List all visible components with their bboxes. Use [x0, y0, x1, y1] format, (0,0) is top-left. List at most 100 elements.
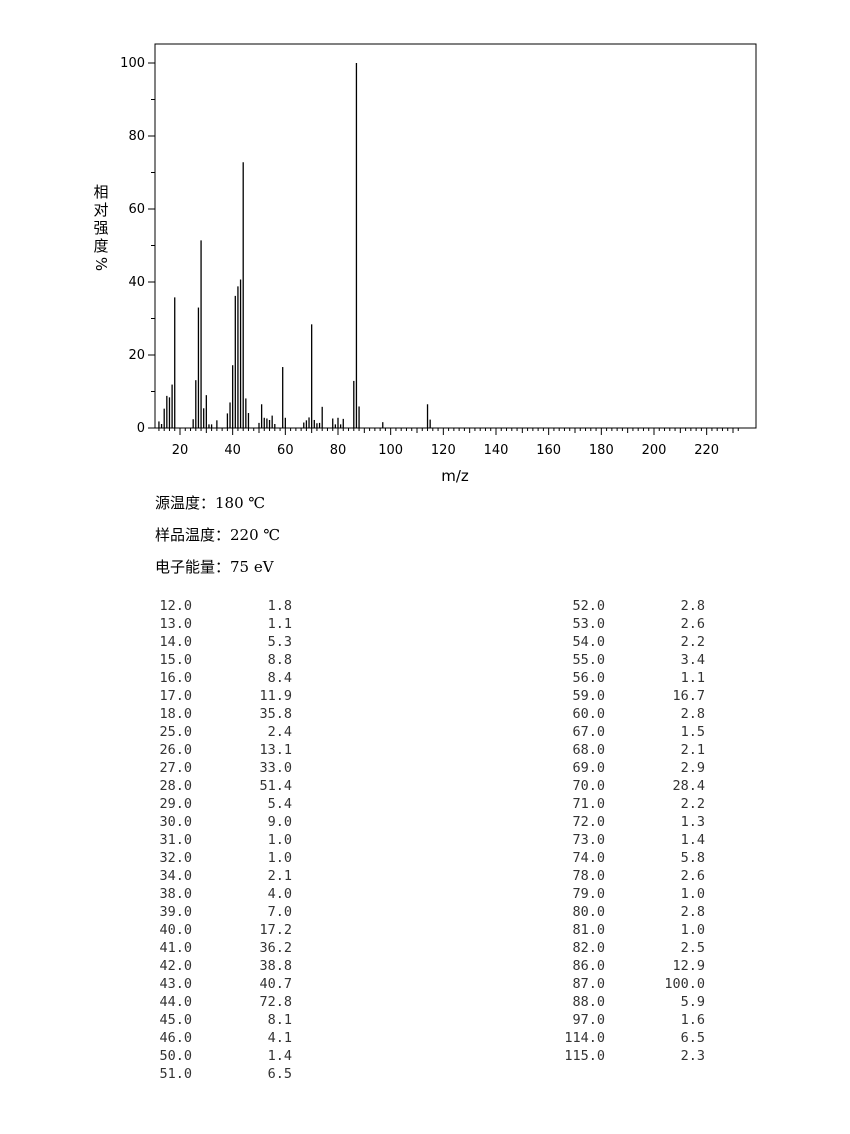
peak-intensity: 8.8	[267, 652, 292, 668]
peak-mz: 13.0	[159, 616, 192, 632]
peak-intensity: 33.0	[259, 760, 292, 776]
peak-row: 17.0 11.9	[140, 687, 292, 705]
peak-row: 44.0 72.8	[140, 993, 292, 1011]
peak-row: 115.0 2.3	[553, 1047, 705, 1065]
peak-mz: 29.0	[159, 796, 192, 812]
peak-mz: 69.0	[572, 760, 605, 776]
y-axis-label-char: 强	[93, 219, 108, 237]
peak-mz: 78.0	[572, 868, 605, 884]
peak-intensity: 9.0	[267, 814, 292, 830]
peak-row: 27.0 33.0	[140, 759, 292, 777]
peak-row: 12.0 1.8	[140, 597, 292, 615]
peak-intensity: 4.0	[267, 886, 292, 902]
peak-intensity: 2.8	[680, 904, 705, 920]
peak-row: 86.0 12.9	[553, 957, 705, 975]
peak-mz: 59.0	[572, 688, 605, 704]
peak-mz: 31.0	[159, 832, 192, 848]
y-tick-label: 80	[128, 129, 145, 144]
peak-mz: 72.0	[572, 814, 605, 830]
peak-intensity: 1.1	[267, 616, 292, 632]
peak-row: 72.0 1.3	[553, 813, 705, 831]
peak-row: 71.0 2.2	[553, 795, 705, 813]
peak-row: 97.0 1.6	[553, 1011, 705, 1029]
y-tick-label: 40	[128, 275, 145, 290]
peak-intensity: 2.1	[680, 742, 705, 758]
y-axis-label-char: %	[92, 257, 110, 271]
peak-mz: 79.0	[572, 886, 605, 902]
peak-intensity: 51.4	[259, 778, 292, 794]
peak-row: 50.0 1.4	[140, 1047, 292, 1065]
peak-intensity: 6.5	[680, 1030, 705, 1046]
peak-mz: 71.0	[572, 796, 605, 812]
peak-intensity: 1.1	[680, 670, 705, 686]
peak-intensity: 1.3	[680, 814, 705, 830]
peak-mz: 26.0	[159, 742, 192, 758]
peak-intensity: 1.0	[680, 886, 705, 902]
peak-mz: 86.0	[572, 958, 605, 974]
peak-intensity: 11.9	[259, 688, 292, 704]
peak-row: 43.0 40.7	[140, 975, 292, 993]
peak-row: 26.0 13.1	[140, 741, 292, 759]
peak-row: 78.0 2.6	[553, 867, 705, 885]
sample-temperature-label: 样品温度：220 ℃	[155, 526, 281, 544]
peak-row: 68.0 2.1	[553, 741, 705, 759]
peak-row: 29.0 5.4	[140, 795, 292, 813]
mass-spectrum-chart: 0 20 40 60 80 100 20 40 60 80 100 120 140 160 180 200 22…	[92, 43, 757, 485]
peak-mz: 27.0	[159, 760, 192, 776]
peak-mz: 70.0	[572, 778, 605, 794]
peak-intensity: 36.2	[259, 940, 292, 956]
peak-mz: 39.0	[159, 904, 192, 920]
peak-intensity: 2.2	[680, 634, 705, 650]
peak-row: 60.0 2.8	[553, 705, 705, 723]
peak-row: 31.0 1.0	[140, 831, 292, 849]
peak-mz: 30.0	[159, 814, 192, 830]
peak-intensity: 1.6	[680, 1012, 705, 1028]
y-axis-label-char: 对	[93, 201, 108, 219]
peak-mz: 54.0	[572, 634, 605, 650]
x-axis-label: m/z	[441, 467, 469, 485]
peak-intensity: 16.7	[672, 688, 705, 704]
peak-mz: 56.0	[572, 670, 605, 686]
peak-mz: 41.0	[159, 940, 192, 956]
x-tick-label: 40	[224, 443, 241, 458]
peak-intensity: 35.8	[259, 706, 292, 722]
x-tick-label: 200	[642, 443, 667, 458]
peak-row: 87.0 100.0	[553, 975, 705, 993]
peak-mz: 46.0	[159, 1030, 192, 1046]
peak-row: 56.0 1.1	[553, 669, 705, 687]
peak-intensity: 2.8	[680, 598, 705, 614]
peak-intensity: 1.5	[680, 724, 705, 740]
peak-intensity: 1.0	[267, 850, 292, 866]
peak-intensity: 1.4	[680, 832, 705, 848]
peak-mz: 18.0	[159, 706, 192, 722]
peak-mz: 38.0	[159, 886, 192, 902]
peak-intensity: 4.1	[267, 1030, 292, 1046]
peak-row: 46.0 4.1	[140, 1029, 292, 1047]
peak-row: 14.0 5.3	[140, 633, 292, 651]
peak-mz: 44.0	[159, 994, 192, 1010]
electron-energy-label: 电子能量：75 eV	[155, 558, 274, 576]
peak-mz: 53.0	[572, 616, 605, 632]
peak-mz: 50.0	[159, 1048, 192, 1064]
y-axis-label-char: 度	[93, 237, 108, 255]
peak-intensity: 2.6	[680, 868, 705, 884]
peak-intensity: 2.5	[680, 940, 705, 956]
y-axis-label-char: 相	[93, 183, 108, 201]
peak-intensity: 2.6	[680, 616, 705, 632]
peak-row: 79.0 1.0	[553, 885, 705, 903]
peak-mz: 42.0	[159, 958, 192, 974]
peak-mz: 87.0	[572, 976, 605, 992]
plot-frame	[154, 43, 757, 429]
peak-mz: 114.0	[564, 1030, 605, 1046]
source-temperature-label: 源温度：180 ℃	[155, 494, 266, 512]
peak-mz: 51.0	[159, 1066, 192, 1082]
peak-mz: 74.0	[572, 850, 605, 866]
peak-intensity: 2.2	[680, 796, 705, 812]
x-tick-label: 20	[172, 443, 189, 458]
peak-row: 53.0 2.6	[553, 615, 705, 633]
peak-row: 80.0 2.8	[553, 903, 705, 921]
peak-mz: 43.0	[159, 976, 192, 992]
peak-mz: 81.0	[572, 922, 605, 938]
peak-row: 73.0 1.4	[553, 831, 705, 849]
x-tick-label: 80	[330, 443, 347, 458]
